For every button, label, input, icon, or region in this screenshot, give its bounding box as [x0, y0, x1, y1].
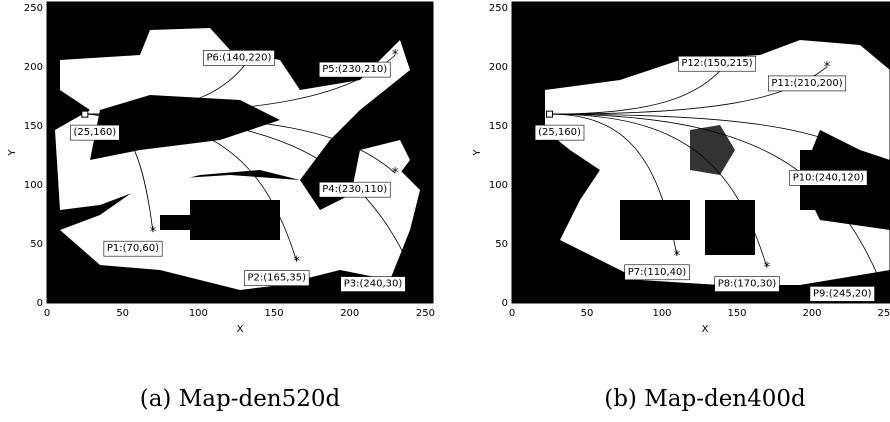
goal-label: P10:(240,120) [793, 172, 864, 183]
x-tick-label: 200 [802, 308, 821, 319]
goal-label: P5:(230,210) [322, 64, 387, 75]
goal-label: P11:(210,200) [771, 78, 842, 89]
y-tick-label: 150 [24, 121, 43, 132]
y-tick-label: 200 [489, 62, 508, 73]
x-tick-label: 100 [652, 308, 671, 319]
goal-marker: * [764, 261, 771, 276]
y-tick-label: 150 [489, 121, 508, 132]
goal-label: P3:(240,30) [344, 279, 403, 290]
goal-label: P6:(140,220) [206, 52, 271, 63]
x-axis-label: X [237, 324, 244, 335]
goal-label: P1:(70,60) [107, 243, 159, 254]
goal-marker: * [869, 154, 876, 169]
x-tick-label: 0 [44, 308, 50, 319]
y-tick-label: 250 [489, 3, 508, 14]
start-marker [82, 111, 88, 117]
goal-label: P4:(230,110) [322, 184, 387, 195]
goal-marker: * [674, 249, 681, 264]
start-label: (25,160) [73, 127, 116, 138]
y-tick-label: 0 [502, 298, 508, 309]
goal-marker: * [150, 225, 157, 240]
y-tick-label: 100 [24, 180, 43, 191]
y-axis-label: Y [472, 149, 483, 157]
caption: (b) Map-den400d [604, 386, 806, 412]
goal-label: P2:(165,35) [247, 273, 306, 284]
goal-marker: * [876, 272, 883, 287]
figure: 0 50 100 150 200 250 0 50 100 150 200 250 X Y (a) Map-… [0, 0, 890, 422]
goal-label: P12:(150,215) [681, 58, 752, 69]
x-axis-label: X [702, 324, 709, 335]
start-marker [547, 111, 553, 117]
x-tick-label: 200 [340, 308, 359, 319]
goal-label: P8:(170,30) [718, 279, 777, 290]
x-tick-label: 50 [581, 308, 594, 319]
x-tick-label: 250 [877, 308, 890, 319]
y-tick-label: 100 [489, 180, 508, 191]
y-tick-label: 0 [37, 298, 43, 309]
goal-marker: * [256, 36, 263, 51]
caption: (a) Map-den520d [140, 386, 341, 412]
x-tick-label: 250 [416, 308, 435, 319]
y-axis-label: Y [7, 149, 18, 157]
goal-marker: * [294, 255, 301, 270]
y-tick-label: 50 [495, 239, 508, 250]
map-b [512, 2, 890, 303]
goal-marker: * [392, 166, 399, 181]
goal-label: P7:(110,40) [628, 267, 687, 278]
page: {"chart_data": [ {"type": "scatter", "ca… [0, 0, 890, 422]
y-tick-label: 250 [24, 3, 43, 14]
y-tick-label: 50 [30, 239, 43, 250]
goal-marker: * [392, 48, 399, 63]
x-tick-label: 100 [189, 308, 208, 319]
goal-marker: * [407, 261, 414, 276]
goal-marker: * [824, 60, 831, 75]
x-tick-label: 50 [116, 308, 129, 319]
map-a [47, 2, 433, 303]
goal-marker: * [734, 42, 741, 57]
x-tick-label: 150 [727, 308, 746, 319]
start-label: (25,160) [538, 127, 581, 138]
x-tick-label: 150 [265, 308, 284, 319]
y-tick-label: 200 [24, 62, 43, 73]
goal-label: P9:(245,20) [813, 288, 872, 299]
x-tick-label: 0 [509, 308, 515, 319]
